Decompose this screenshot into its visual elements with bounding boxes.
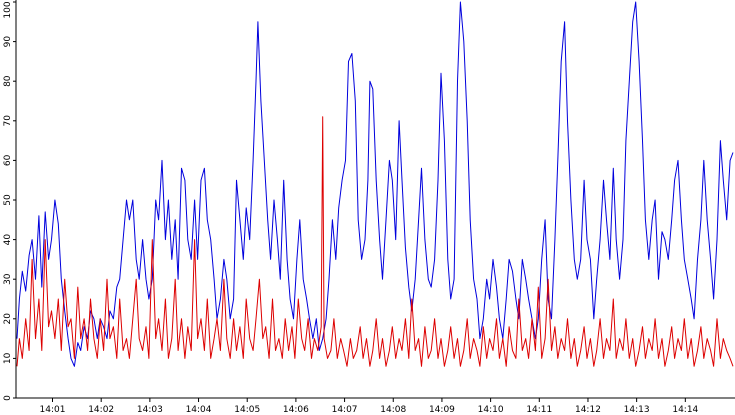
red-series-line [16, 116, 734, 367]
y-tick-label: 90 [3, 36, 13, 48]
x-tick-label: 14:07 [332, 405, 358, 415]
x-tick-label: 14:14 [672, 405, 698, 415]
y-tick-label: 0 [3, 395, 13, 401]
y-tick-label: 70 [3, 115, 13, 127]
x-tick-label: 14:11 [526, 405, 552, 415]
y-tick-label: 100 [3, 1, 13, 18]
y-axis-ticks: 0 10 20 30 40 50 60 70 80 90 100 [3, 1, 16, 401]
y-tick-label: 50 [3, 194, 13, 206]
y-tick-label: 20 [3, 313, 13, 325]
x-tick-label: 14:01 [40, 405, 66, 415]
x-tick-label: 14:04 [186, 405, 212, 415]
x-tick-label: 14:05 [234, 405, 260, 415]
x-tick-label: 14:03 [137, 405, 163, 415]
x-tick-label: 14:12 [575, 405, 601, 415]
y-tick-label: 60 [3, 154, 13, 166]
x-tick-label: 14:09 [429, 405, 455, 415]
y-tick-label: 80 [3, 75, 13, 87]
x-tick-label: 14:02 [88, 405, 114, 415]
x-axis-ticks: 14:01 14:02 14:03 14:04 14:05 14:06 14:07 14:08… [40, 398, 699, 415]
x-tick-label: 14:08 [380, 405, 406, 415]
x-tick-label: 14:10 [478, 405, 504, 415]
x-tick-label: 14:06 [283, 405, 309, 415]
x-tick-label: 14:13 [624, 405, 650, 415]
y-tick-label: 30 [3, 273, 13, 285]
y-tick-label: 10 [3, 352, 13, 364]
blue-series-line [16, 1, 734, 367]
y-tick-label: 40 [3, 234, 13, 246]
series-group [16, 1, 734, 367]
